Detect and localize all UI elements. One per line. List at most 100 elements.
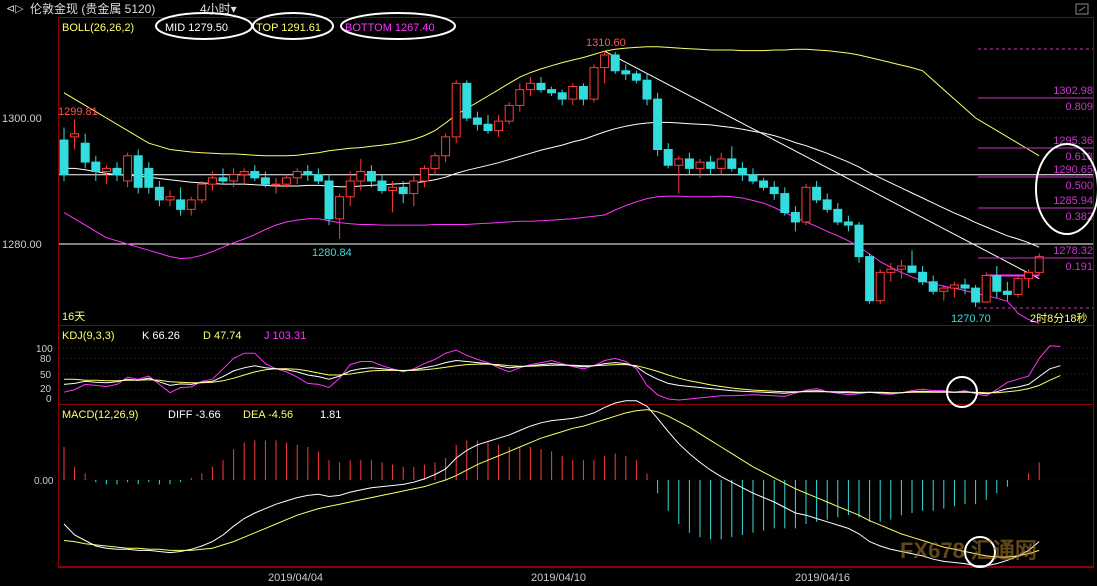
kdj-highlight-ellipse [946, 376, 978, 408]
candle-body [1002, 290, 1012, 295]
fib-highlight-ellipse [1035, 143, 1097, 235]
boll-label: BOLL(26,26,2) [62, 22, 134, 34]
back-arrow-icon[interactable]: ⊲▷ [6, 3, 24, 15]
kdj-tick-50: 50 [40, 370, 52, 381]
candle-body [504, 104, 514, 122]
kdj-k-value: K 66.26 [142, 330, 180, 342]
candle-body [790, 212, 800, 223]
boll-mid-value: MID 1279.50 [165, 22, 228, 34]
candle-body [706, 161, 716, 169]
kdj-j-line [63, 345, 1061, 401]
macd-value: 1.81 [320, 409, 341, 421]
candle-body [568, 86, 578, 100]
candle-body [515, 89, 525, 106]
candle-body [875, 271, 885, 302]
candle-body [472, 117, 482, 125]
candle-body [992, 275, 1002, 292]
macd-dea-line [63, 409, 1040, 558]
candle-body [366, 171, 376, 182]
macd-diff-line [63, 400, 1040, 567]
candle-body [589, 67, 599, 100]
candle-body [144, 167, 154, 188]
top-highlight-ellipse [252, 12, 334, 40]
candle-body [610, 54, 620, 72]
candle-body [345, 180, 355, 198]
watermark: FX678 汇通网 [900, 538, 1037, 563]
candle-body [218, 177, 228, 182]
candle-body [239, 171, 249, 176]
x-tick-0404: 2019/04/04 [268, 572, 323, 584]
low-price-label-2: 1270.70 [951, 313, 991, 325]
candle-body [112, 167, 122, 176]
candle-body [918, 271, 928, 283]
low-price-label-1: 1280.84 [312, 247, 352, 259]
candle-body [865, 256, 875, 302]
candle-body [780, 193, 790, 214]
macd-label: MACD(12,26,9) [62, 409, 138, 421]
candle-body [101, 167, 111, 173]
candle-body [801, 186, 811, 223]
candle-body [896, 265, 906, 270]
candle-body [388, 186, 398, 191]
candle-body [250, 171, 260, 179]
macd-highlight-ellipse [964, 536, 996, 568]
candle-body [759, 180, 769, 188]
candle-body [165, 196, 175, 201]
candle-body [80, 142, 90, 163]
candle-body [525, 82, 535, 91]
candle-body [621, 70, 631, 75]
candle-body [1013, 278, 1023, 295]
kdj-tick-80: 80 [40, 354, 52, 365]
left-price-label: 1299.81 [58, 106, 98, 118]
expand-icon[interactable] [1075, 3, 1089, 15]
candle-body [631, 73, 641, 81]
candle-body [91, 161, 101, 173]
high-price-label: 1310.60 [586, 37, 626, 49]
bottom-highlight-ellipse [340, 12, 456, 40]
candle-body [70, 133, 80, 138]
boll-top-value: TOP 1291.61 [256, 22, 321, 34]
candle-body [176, 199, 186, 210]
candle-body [377, 180, 387, 191]
candle-body [928, 281, 938, 292]
kdj-j-value: J 103.31 [264, 330, 306, 342]
candle-body [197, 183, 207, 201]
candle-body [154, 186, 164, 201]
candle-body [716, 158, 726, 169]
candle-body [335, 196, 345, 220]
candle-body [960, 284, 970, 289]
candle-body [536, 82, 546, 91]
candle-body [207, 177, 217, 185]
candle-body [822, 199, 832, 210]
candle-body [229, 174, 239, 182]
candle-body [271, 183, 281, 186]
candle-body [907, 265, 917, 273]
macd-dea-value: DEA -4.56 [243, 409, 293, 421]
candle-body [684, 158, 694, 169]
candle-body [971, 287, 981, 303]
macd-panel-frame [58, 404, 1094, 567]
candle-body [356, 171, 366, 182]
fib-ratio-label: 0.191 [1065, 261, 1093, 273]
candle-body [727, 158, 737, 169]
candle-body [409, 180, 419, 195]
candle-body [1024, 271, 1034, 280]
candle-body [674, 158, 684, 166]
fib-price-label: 1302.98 [1053, 85, 1093, 97]
candle-body [324, 180, 334, 220]
kdj-label: KDJ(9,3,3) [62, 330, 115, 342]
kdj-tick-20: 20 [40, 384, 52, 395]
candle-body [292, 171, 302, 179]
kdj-tick-100: 100 [36, 344, 53, 355]
candle-body [398, 186, 408, 195]
macd-diff-value: DIFF -3.66 [168, 409, 221, 421]
candle-body [843, 221, 853, 226]
candle-body [133, 155, 143, 188]
candle-body [812, 186, 822, 201]
candle-body [600, 54, 610, 69]
candle-body [123, 155, 133, 182]
boll-bottom-value: BOTTOM 1267.40 [345, 22, 435, 34]
candle-body [886, 268, 896, 273]
kdj-grid [59, 347, 1093, 401]
